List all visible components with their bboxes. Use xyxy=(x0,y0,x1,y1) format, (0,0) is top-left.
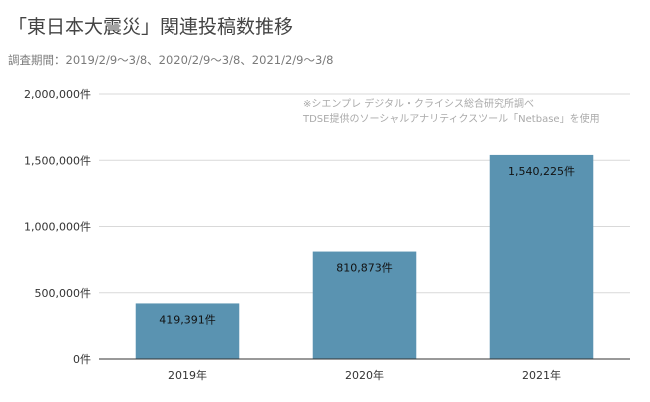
y-tick-label: 500,000件 xyxy=(35,287,92,300)
x-tick-label: 2019年 xyxy=(168,368,207,382)
source-note-line: TDSE提供のソーシャルアナリティクスツール「Netbase」を使用 xyxy=(303,114,600,125)
y-tick-label: 0件 xyxy=(73,353,91,366)
source-note-line: ※シエンプレ デジタル・クライシス総合研究所調べ xyxy=(303,99,535,110)
x-tick-label: 2020年 xyxy=(345,368,384,382)
bars xyxy=(135,154,594,359)
data-label: 1,540,225件 xyxy=(508,165,575,178)
y-tick-label: 2,000,000件 xyxy=(24,88,91,101)
y-tick-label: 1,000,000件 xyxy=(24,221,91,234)
bar xyxy=(135,303,240,359)
x-tick-label: 2021年 xyxy=(522,368,561,382)
bar xyxy=(489,154,594,359)
bar xyxy=(312,251,417,359)
chart-title: 「東日本大震災」関連投稿数推移 xyxy=(8,16,294,38)
data-label: 419,391件 xyxy=(159,313,216,326)
labels: 0件 500,000件 1,000,000件 1,500,000件 2,000,000件… xyxy=(24,88,575,382)
chart-subtitle: 調査期間：2019/2/9〜3/8、2020/2/9〜3/8、2021/2/9〜… xyxy=(8,53,334,67)
source-note: ※シエンプレ デジタル・クライシス総合研究所調べ TDSE提供のソーシャルアナリ… xyxy=(303,97,633,127)
data-label: 810,873件 xyxy=(336,262,393,275)
y-tick-label: 1,500,000件 xyxy=(24,154,91,167)
